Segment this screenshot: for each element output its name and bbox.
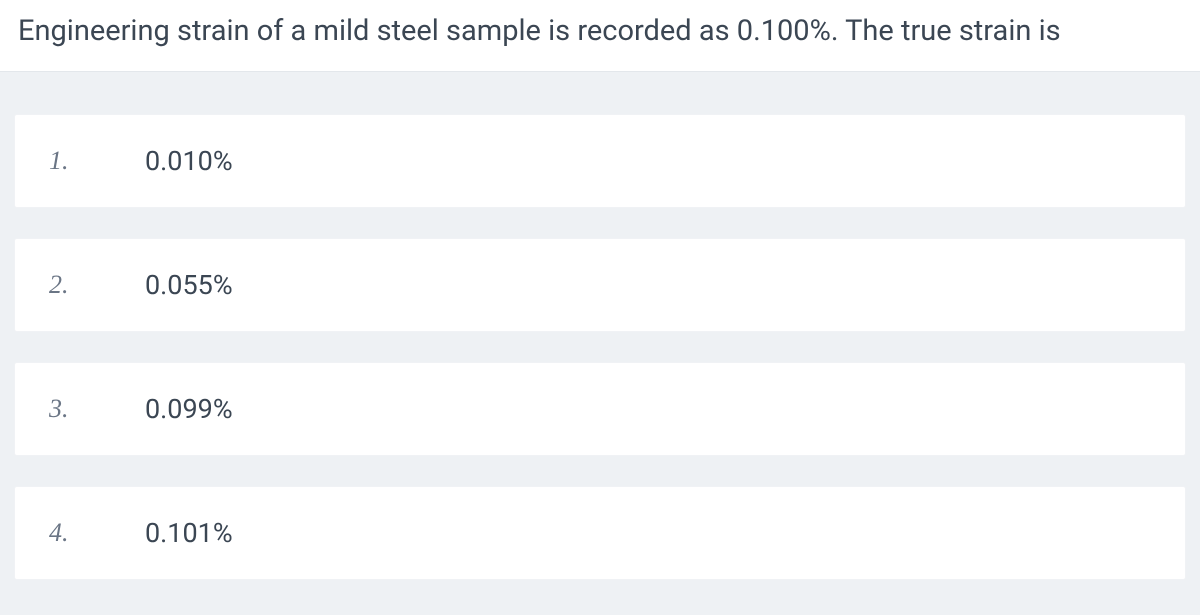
option-value: 0.055%	[145, 269, 233, 301]
option-number: 1.	[15, 146, 145, 176]
options-list: 1. 0.010% 2. 0.055% 3. 0.099% 4. 0.101%	[0, 72, 1200, 580]
option-value: 0.010%	[145, 145, 233, 177]
option-value: 0.101%	[145, 517, 233, 549]
question-bar: Engineering strain of a mild steel sampl…	[0, 0, 1200, 72]
option-row[interactable]: 2. 0.055%	[14, 238, 1186, 332]
option-row[interactable]: 3. 0.099%	[14, 362, 1186, 456]
option-row[interactable]: 1. 0.010%	[14, 114, 1186, 208]
option-number: 2.	[15, 270, 145, 300]
question-text: Engineering strain of a mild steel sampl…	[18, 12, 1182, 51]
option-row[interactable]: 4. 0.101%	[14, 486, 1186, 580]
option-number: 4.	[15, 518, 145, 548]
option-number: 3.	[15, 394, 145, 424]
option-value: 0.099%	[145, 393, 233, 425]
